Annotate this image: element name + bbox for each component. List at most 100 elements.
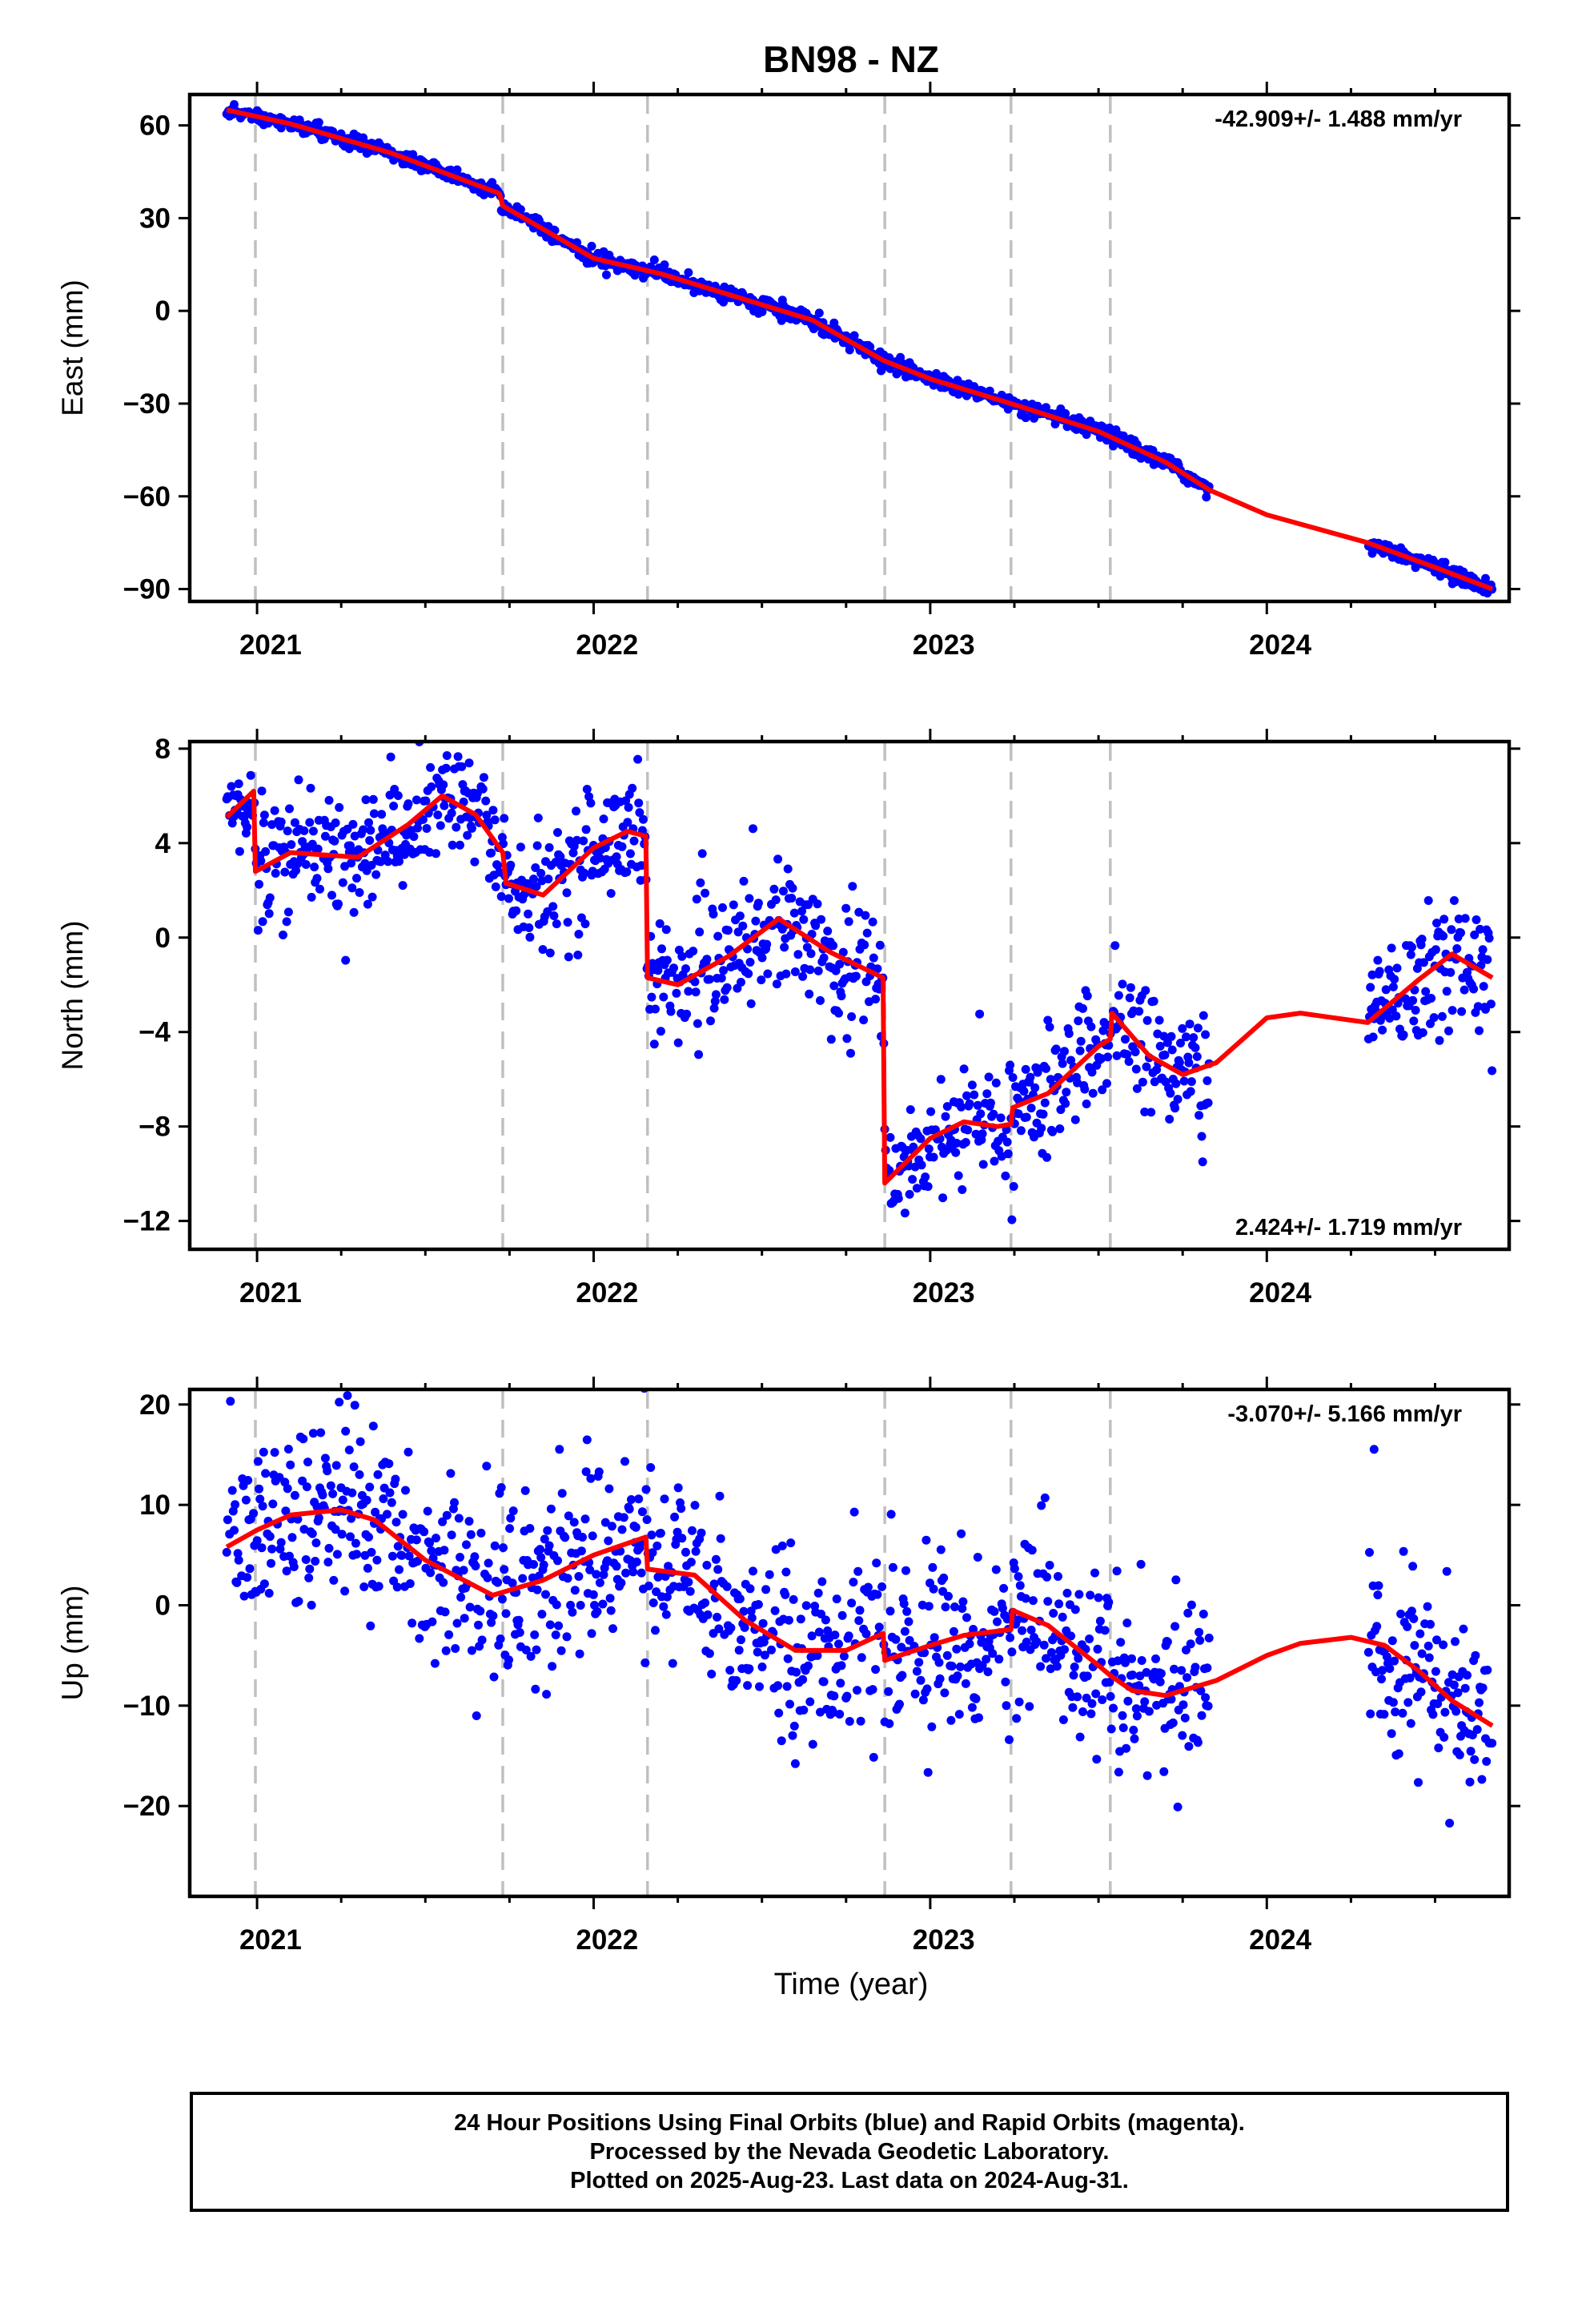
data-point (553, 828, 562, 837)
data-point (755, 1682, 764, 1691)
data-point (563, 1574, 572, 1583)
data-point (835, 1710, 845, 1719)
data-point (340, 1586, 350, 1596)
data-point (709, 1003, 719, 1013)
data-point (259, 810, 269, 820)
data-point (270, 806, 279, 815)
panel-3: 20 10 0 −10 −20 2021 2022 2023 2024 Up (mm) -3.070… (56, 1377, 1520, 1956)
data-point (669, 963, 678, 973)
data-point (452, 165, 462, 175)
data-point (1459, 1624, 1468, 1634)
data-point (1367, 970, 1377, 979)
data-point (713, 931, 723, 941)
data-point (1032, 1637, 1042, 1647)
data-point (994, 1655, 1004, 1664)
data-point (267, 1558, 275, 1568)
data-point (1191, 1663, 1200, 1672)
data-point (771, 895, 781, 905)
data-point (623, 818, 632, 827)
data-point (456, 1593, 466, 1602)
data-point (813, 966, 823, 975)
data-point (929, 1584, 938, 1594)
data-point (331, 1525, 340, 1534)
data-point (452, 822, 461, 832)
data-point (900, 1208, 909, 1218)
data-point (905, 1189, 914, 1199)
data-point (1069, 1671, 1078, 1680)
data-point (941, 1112, 950, 1121)
data-point (324, 1543, 334, 1553)
data-point (505, 1524, 515, 1534)
data-point (524, 909, 533, 919)
data-point (1472, 915, 1481, 924)
data-point (834, 1008, 843, 1018)
data-point (673, 1527, 682, 1537)
data-point (635, 808, 644, 818)
data-point (1374, 1581, 1383, 1590)
data-point (1204, 1633, 1214, 1642)
data-point (1368, 1032, 1378, 1042)
data-point (773, 1681, 783, 1691)
data-point (237, 722, 246, 730)
data-point (651, 1626, 660, 1635)
data-point (1427, 994, 1436, 1003)
data-point (586, 798, 596, 808)
data-point (856, 1716, 865, 1726)
data-point (743, 1681, 753, 1691)
data-point (956, 1662, 965, 1671)
data-point (726, 1623, 736, 1633)
data-point (362, 1495, 371, 1505)
data-point (582, 1435, 592, 1445)
data-point (861, 911, 870, 920)
data-point (637, 1507, 647, 1517)
data-point (533, 813, 543, 822)
data-point (868, 917, 877, 927)
data-point (286, 1460, 295, 1470)
data-point (439, 780, 448, 790)
data-point (548, 1662, 557, 1671)
data-point (428, 732, 436, 741)
data-point (1177, 1666, 1186, 1675)
data-point (226, 725, 235, 734)
data-point (1182, 1032, 1191, 1042)
data-point (1184, 1742, 1194, 1751)
data-point (433, 810, 443, 820)
data-point (1452, 1707, 1461, 1716)
data-point (1058, 1059, 1067, 1068)
data-point (963, 1125, 973, 1135)
data-point (227, 818, 237, 828)
data-point (735, 911, 745, 921)
data-point (1460, 1683, 1470, 1693)
data-point (957, 1102, 966, 1112)
data-point (488, 1611, 498, 1621)
data-point (1417, 935, 1427, 944)
data-point (1019, 1087, 1029, 1096)
data-point (1197, 1711, 1207, 1720)
data-point (922, 1684, 932, 1694)
data-point (283, 826, 292, 836)
data-point (287, 1533, 297, 1542)
data-point (654, 1571, 664, 1581)
data-point (885, 1166, 894, 1175)
data-point (268, 1499, 278, 1509)
data-point (1042, 1152, 1052, 1162)
data-point (383, 857, 393, 866)
rate-label: -42.909+/- 1.488 mm/yr (1215, 107, 1462, 132)
data-point (265, 893, 275, 903)
data-point (617, 842, 627, 851)
data-point (1365, 1548, 1374, 1557)
data-point (761, 1585, 771, 1594)
data-point (401, 1486, 410, 1495)
data-point (691, 1546, 701, 1556)
data-point (1477, 1775, 1487, 1784)
data-point (1015, 1581, 1025, 1590)
x-tick-label: 2022 (576, 1924, 638, 1956)
data-point (1086, 1709, 1096, 1719)
data-point (516, 205, 525, 215)
data-point (1043, 1015, 1053, 1025)
data-point (1062, 1088, 1071, 1097)
data-point (1202, 493, 1211, 502)
data-point (264, 909, 274, 919)
data-point (283, 907, 293, 917)
data-point (847, 1598, 857, 1608)
